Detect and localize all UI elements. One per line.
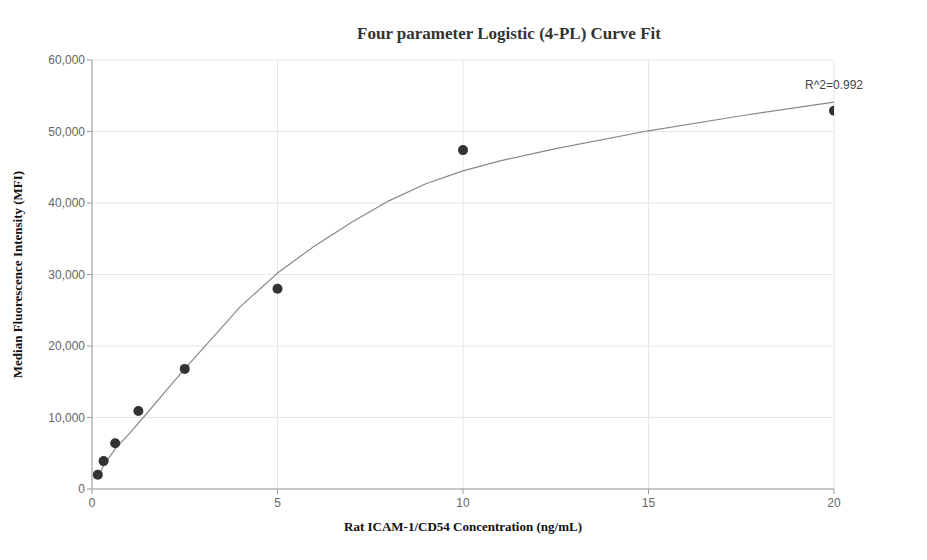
y-tick-label: 50,000 [48,125,85,139]
chart: 0 10,000 20,000 30,000 40,000 50,000 60,000 0 5 1… [0,0,927,560]
title: Four parameter Logistic (4-PL) Curve Fit [357,24,661,43]
y-tick [87,131,92,132]
x-grid-line [463,60,464,489]
data-point [458,145,468,155]
data-point [829,106,834,116]
x-axis-label: Rat ICAM-1/CD54 Concentration (ng/mL) [344,519,582,534]
x-axis [92,489,834,490]
y-tick-label: 0 [78,482,85,496]
x-tick [834,489,835,494]
x-tick [463,489,464,494]
data-point [133,406,143,416]
y-tick-label: 10,000 [48,411,85,425]
y-tick-label: 40,000 [48,196,85,210]
data-point [180,364,190,374]
data-point [110,438,120,448]
data-point [93,470,103,480]
annotation: R^2=0.992 [805,78,863,92]
x-grid-line [648,60,649,489]
y-grid-line [92,489,834,490]
y-tick [87,346,92,347]
y-tick [87,274,92,275]
plot-area [93,102,834,480]
y-tick [87,417,92,418]
x-grid-line [277,60,278,489]
y-tick-label: 20,000 [48,339,85,353]
x-tick-label: 0 [89,496,96,510]
x-tick-label: 10 [456,496,470,510]
fit-curve [98,102,834,477]
x-grid-line [92,60,93,489]
x-tick [277,489,278,494]
y-tick [87,203,92,204]
x-tick-label: 15 [642,496,656,510]
x-tick [92,489,93,494]
x-grid-line [834,60,835,489]
x-tick-label: 20 [827,496,841,510]
y-tick [87,60,92,61]
y-tick [87,489,92,490]
x-tick [648,489,649,494]
y-axis [92,60,93,489]
data-point [99,456,109,466]
y-tick-label: 30,000 [48,268,85,282]
data-point [273,284,283,294]
x-tick-label: 5 [274,496,281,510]
y-tick-label: 60,000 [48,53,85,67]
y-axis-label: Median Fluorescence Intensity (MFI) [10,171,25,378]
